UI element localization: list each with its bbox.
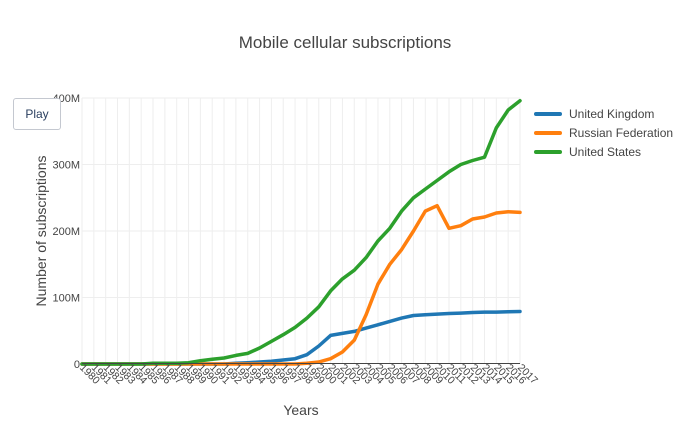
x-axis-title: Years [283, 402, 318, 418]
legend-label: United States [569, 144, 642, 159]
y-tick-label: 300M [52, 160, 80, 172]
legend-item[interactable]: Russian Federation [534, 123, 673, 142]
legend-swatch [534, 111, 562, 116]
chart-title: Mobile cellular subscriptions [239, 33, 452, 52]
legend: United Kingdom Russian Federation United S… [534, 104, 673, 161]
grid [81, 97, 521, 364]
y-tick-label: 100M [52, 293, 80, 305]
series-line-united-kingdom [80, 309, 522, 366]
legend-label: United Kingdom [569, 106, 655, 121]
play-button[interactable]: Play [13, 98, 61, 130]
legend-item[interactable]: United Kingdom [534, 104, 673, 123]
legend-swatch [534, 149, 562, 154]
legend-label: Russian Federation [569, 125, 674, 140]
legend-swatch [534, 130, 562, 135]
y-axis-title: Number of subscriptions [33, 156, 49, 307]
series-line-united-states [80, 98, 522, 366]
y-tick-label: 0 [74, 359, 80, 371]
legend-item[interactable]: United States [534, 142, 673, 161]
y-tick-label: 200M [52, 226, 80, 238]
x-tick-labels: 1980198119821983198419851986198719881989… [77, 362, 540, 387]
series-line-russian-federation [80, 203, 522, 366]
series-lines [80, 98, 522, 366]
